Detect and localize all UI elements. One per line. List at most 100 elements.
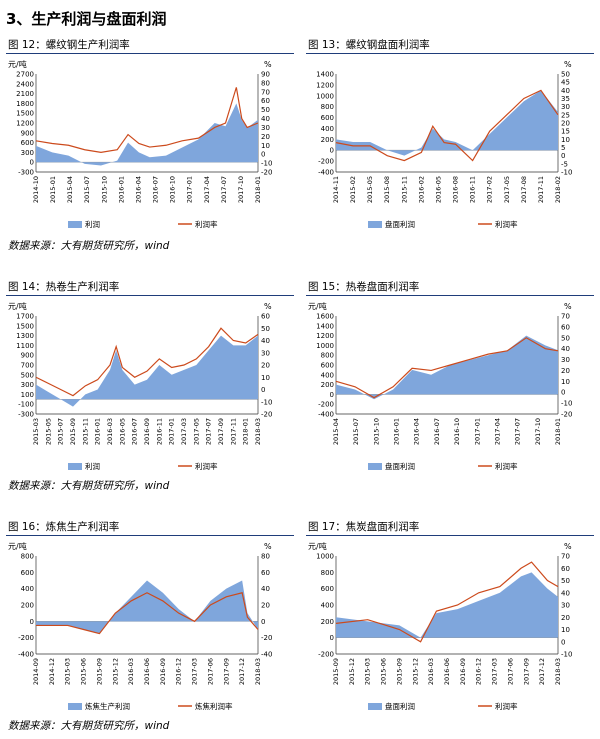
left-tick-label: 0: [330, 634, 334, 642]
right-tick-label: 5: [561, 144, 565, 152]
x-tick-label: 2017-05: [192, 418, 200, 445]
chart-title: 图 17：焦炭盘面利润率: [306, 520, 594, 536]
x-tick-label: 2018-03: [554, 658, 562, 685]
left-tick-label: 900: [21, 129, 34, 137]
x-tick-label: 2016-05: [434, 176, 442, 203]
x-tick-label: 2016-07: [131, 418, 139, 445]
legend-swatch-bar: [368, 463, 382, 470]
right-tick-label: 45: [561, 79, 570, 87]
right-axis-unit: %: [564, 542, 572, 551]
x-tick-label: 2017-12: [538, 658, 546, 685]
x-tick-label: 2017-07: [205, 418, 213, 445]
left-tick-label: 2700: [16, 71, 34, 79]
x-tick-label: 2015-05: [366, 176, 374, 203]
series-bars: [36, 580, 258, 634]
series-bars: [36, 335, 258, 407]
left-axis-unit: 元/吨: [308, 541, 327, 551]
right-tick-label: -10: [561, 400, 572, 408]
x-tick-label: 2014-09: [32, 658, 40, 685]
right-tick-label: 10: [561, 626, 570, 634]
legend-label-line: 利润率: [495, 461, 518, 471]
right-tick-label: 80: [261, 553, 270, 561]
left-tick-label: 200: [321, 381, 334, 389]
series-bars: [336, 90, 558, 156]
x-tick-label: 2016-12: [175, 658, 183, 685]
left-tick-label: 1200: [316, 81, 334, 89]
left-tick-label: 2100: [16, 90, 34, 98]
x-tick-label: 2015-09: [69, 418, 77, 445]
left-tick-label: 1600: [316, 313, 334, 321]
right-tick-label: -40: [261, 651, 272, 659]
legend-label-bar: 盘面利润: [385, 701, 415, 711]
right-axis-unit: %: [564, 60, 572, 69]
chart-title: 图 14：热卷生产利润率: [6, 280, 294, 296]
left-tick-label: 800: [21, 553, 34, 561]
legend: 利润 利润率: [68, 219, 218, 229]
x-tick-label: 2015-07: [83, 176, 91, 203]
right-tick-label: 0: [261, 386, 265, 394]
right-tick-label: 15: [561, 128, 570, 136]
x-tick-label: 2017-07: [220, 176, 228, 203]
x-tick-label: 2014-11: [332, 176, 340, 203]
right-tick-label: 60: [261, 97, 270, 105]
right-tick-label: 60: [261, 569, 270, 577]
right-tick-label: 0: [561, 152, 565, 160]
chart-panel-1: 图 12：螺纹钢生产利润率 元/吨% -300 0 300 600 900 1200 1500 1…: [6, 38, 294, 236]
x-tick-label: 2015-01: [49, 176, 57, 203]
right-tick-label: 30: [561, 103, 570, 111]
x-tick-label: 2017-11: [537, 176, 545, 203]
x-tick-label: 2015-03: [364, 658, 372, 685]
right-tick-label: 35: [561, 95, 570, 103]
x-tick-label: 2016-02: [417, 176, 425, 203]
legend: 盘面利润 利润率: [368, 461, 518, 471]
right-tick-label: 20: [561, 120, 570, 128]
right-tick-label: 50: [561, 71, 570, 79]
x-tick-label: 2017-04: [493, 418, 501, 445]
left-tick-label: 1500: [16, 110, 34, 118]
right-tick-label: 40: [561, 589, 570, 597]
chart-title: 图 12：螺纹钢生产利润率: [6, 38, 294, 54]
left-tick-label: 1400: [316, 322, 334, 330]
x-tick-label: 2018-03: [254, 658, 262, 685]
left-tick-label: 200: [321, 136, 334, 144]
right-tick-label: -20: [561, 411, 572, 419]
right-tick-label: -10: [561, 169, 572, 177]
x-tick-label: 2017-11: [229, 418, 237, 445]
left-tick-label: 1000: [316, 92, 334, 100]
left-tick-label: 1000: [316, 342, 334, 350]
left-tick-label: 600: [321, 362, 334, 370]
right-tick-label: 25: [561, 111, 570, 119]
right-tick-label: 70: [561, 553, 570, 561]
chart-panel-5: 图 16：炼焦生产利润率 元/吨% -400 -200 0 200 400 600 800 -40…: [6, 520, 294, 718]
legend-swatch-bar: [368, 221, 382, 228]
series-line: [335, 561, 559, 643]
x-tick-label: 2016-09: [159, 658, 167, 685]
legend-label-bar: 炼焦生产利润: [85, 701, 130, 711]
right-tick-label: -20: [261, 169, 272, 177]
x-tick-label: 2018-01: [254, 176, 262, 203]
left-axis-unit: 元/吨: [308, 301, 327, 311]
left-tick-label: 400: [321, 602, 334, 610]
right-tick-label: 20: [261, 602, 270, 610]
right-axis-unit: %: [264, 60, 272, 69]
x-tick-label: 2015-08: [383, 176, 391, 203]
chart-svg: 元/吨 %-30003006009001200150018002100240027…: [8, 59, 272, 229]
right-tick-label: 70: [261, 88, 270, 96]
left-tick-label: 900: [21, 352, 34, 360]
right-tick-label: 0: [561, 638, 565, 646]
x-tick-label: 2015-11: [81, 418, 89, 445]
x-tick-label: 2015-09: [395, 658, 403, 685]
x-tick-label: 2017-05: [503, 176, 511, 203]
right-tick-label: -20: [261, 411, 272, 419]
right-tick-label: -10: [561, 651, 572, 659]
legend-label-line: 利润率: [495, 219, 518, 229]
right-tick-label: 20: [261, 362, 270, 370]
x-tick-label: 2017-08: [520, 176, 528, 203]
left-tick-label: -200: [318, 158, 334, 166]
right-tick-label: 30: [261, 124, 270, 132]
left-tick-label: -300: [18, 169, 34, 177]
left-tick-label: 1700: [16, 313, 34, 321]
x-tick-label: 2017-09: [522, 658, 530, 685]
right-tick-label: 0: [261, 151, 265, 159]
x-tick-label: 2018-01: [242, 418, 250, 445]
